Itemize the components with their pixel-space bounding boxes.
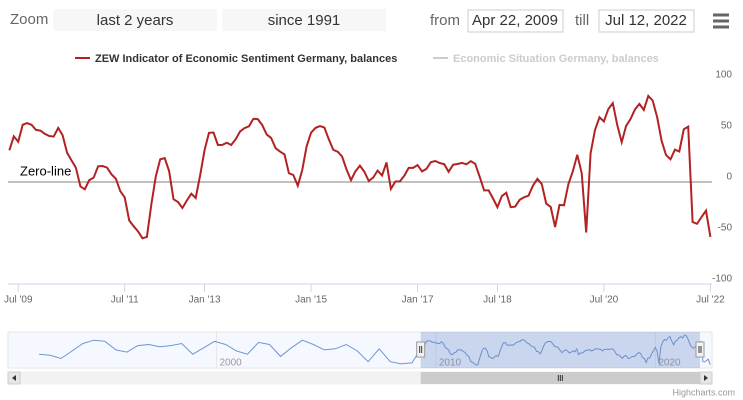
navigator-series xyxy=(39,339,419,365)
plot-line-label: Zero-line xyxy=(20,163,71,178)
x-tick-label: Jul '11 xyxy=(111,295,139,306)
zoom-label: Zoom xyxy=(10,11,48,28)
scrollbar-arrow xyxy=(704,375,708,381)
menu-button[interactable] xyxy=(713,13,729,29)
till-input[interactable] xyxy=(598,9,695,33)
x-tick-label: Jul '22 xyxy=(696,295,725,306)
from-value[interactable]: Apr 22, 2009 xyxy=(472,12,558,29)
till-value[interactable]: Jul 12, 2022 xyxy=(605,12,687,29)
x-tick-label: Jan '17 xyxy=(402,295,434,306)
till-label: till xyxy=(575,12,589,29)
y-tick-label: 100 xyxy=(715,70,732,81)
navigator-background xyxy=(7,331,713,369)
navigator-handle[interactable] xyxy=(695,341,705,358)
y-tick-label: 50 xyxy=(721,121,733,132)
from-label: from xyxy=(430,12,460,29)
navigator-tick-label: 2010 xyxy=(439,358,462,369)
button-background[interactable] xyxy=(53,9,217,31)
legend-label[interactable]: Economic Situation Germany, balances xyxy=(453,53,659,65)
x-tick-label: Jan '13 xyxy=(189,295,221,306)
x-tick-label: Jul '09 xyxy=(4,295,33,306)
y-tick-label: 0 xyxy=(726,172,732,183)
handle-body[interactable] xyxy=(416,341,426,358)
credits[interactable]: Highcharts.com xyxy=(672,387,735,397)
navigator-mask xyxy=(420,332,700,368)
y-tick-label: -100 xyxy=(712,274,732,285)
x-tick-label: Jan '15 xyxy=(295,295,327,306)
button-label[interactable]: since 1991 xyxy=(268,12,341,29)
button-background[interactable] xyxy=(222,9,386,31)
navigator-series xyxy=(420,334,711,366)
series-line xyxy=(8,93,712,240)
x-tick-label: Jul '20 xyxy=(590,295,619,306)
navigator-tick-label: 2020 xyxy=(658,358,681,369)
from-input[interactable] xyxy=(467,9,564,33)
range-button[interactable]: last 2 years xyxy=(53,9,217,31)
range-button[interactable]: since 1991 xyxy=(222,9,386,31)
handle-body[interactable] xyxy=(695,341,705,358)
x-tick-label: Jul '18 xyxy=(483,295,512,306)
button-label[interactable]: last 2 years xyxy=(97,12,174,29)
scrollbar-arrow xyxy=(12,375,16,381)
navigator-tick-label: 2000 xyxy=(219,358,242,369)
navigator-handle[interactable] xyxy=(416,341,426,358)
y-tick-label: -50 xyxy=(718,223,733,234)
legend-label[interactable]: ZEW Indicator of Economic Sentiment Germ… xyxy=(95,53,397,65)
